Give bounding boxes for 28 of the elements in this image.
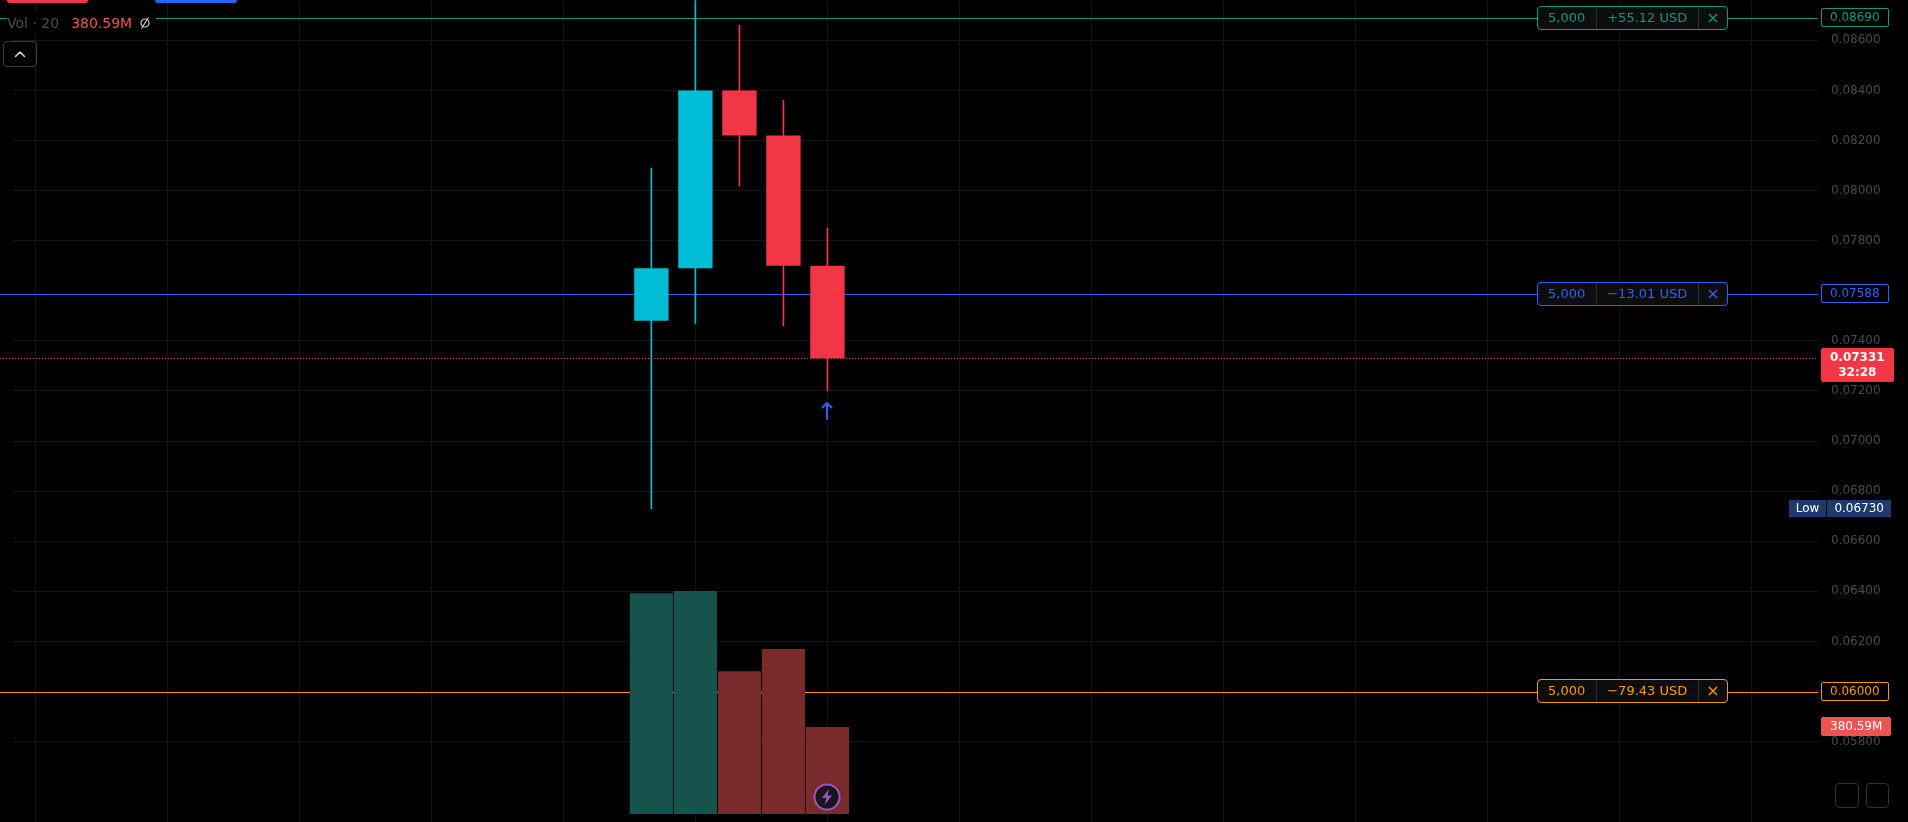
annotation: +55.12 USD <box>1606 8 1689 27</box>
annotation: −79.43 USD <box>1606 682 1689 701</box>
y-tick-label: 0.08600 <box>1831 32 1881 47</box>
annotation: 5,000 <box>1547 284 1587 303</box>
ref-line-label: 0.06000 <box>1821 681 1889 701</box>
text: 380.59M <box>1830 719 1883 734</box>
y-tick-label: 0.08400 <box>1831 82 1881 97</box>
y-tick-label: 0.06400 <box>1831 583 1881 598</box>
y-tick-label: 0.08000 <box>1831 182 1881 197</box>
chart-title: Vol · 20 <box>7 14 60 33</box>
ref-line-label: 0.07331 32:28 <box>1821 348 1894 383</box>
y-tick-label: 0.06600 <box>1831 533 1881 548</box>
y-tick-label: 0.07800 <box>1831 232 1881 247</box>
y-tick-label: 0.06200 <box>1831 633 1881 648</box>
y-tick-label: 0.08200 <box>1831 132 1881 147</box>
ref-line-label: 0.08690 <box>1821 8 1889 28</box>
annotation: 5,000 <box>1547 682 1587 701</box>
y-tick-label: 0.06800 <box>1831 483 1881 498</box>
annotation: 5,000 <box>1547 8 1587 27</box>
annotation: Low <box>1788 499 1827 517</box>
y-tick-label: 0.07000 <box>1831 433 1881 447</box>
y-tick-label: 0.05800 <box>1831 733 1881 748</box>
annotation: −13.01 USD <box>1606 284 1689 303</box>
text: 380.59M <box>71 15 133 31</box>
y-tick-label: 0.07400 <box>1831 332 1881 347</box>
text: 0.06730 <box>1827 499 1891 517</box>
ref-line-label: 0.07588 <box>1821 284 1889 304</box>
y-tick-label: 0.07200 <box>1831 382 1881 397</box>
